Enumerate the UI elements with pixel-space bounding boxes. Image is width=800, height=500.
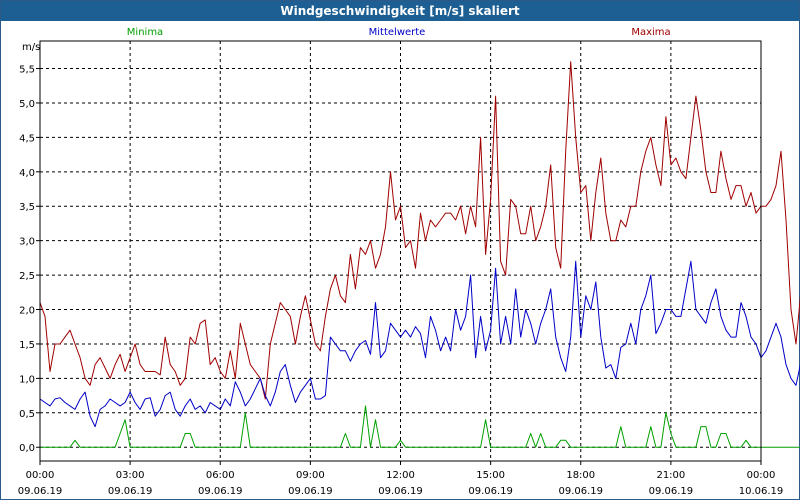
axes: 0,0 0,5 1,0 1,5 2,0 2,5 3,0 3,5 4,0 4,5 5,0 5,5 00:0… (18, 40, 784, 497)
x-tick-date-label: 09.06.19 (649, 486, 694, 497)
y-tick-label: 4,0 (19, 168, 35, 179)
y-tick-label: 1,0 (19, 374, 35, 385)
x-tick-time-label: 00:00 (26, 470, 55, 481)
x-tick-time-label: 06:00 (206, 470, 235, 481)
series-line-maxima (39, 61, 800, 400)
y-tick-label: 5,5 (19, 65, 35, 76)
y-tick-label: 4,5 (19, 133, 35, 144)
x-tick-time-label: 12:00 (386, 470, 415, 481)
x-tick-date-label: 09.06.19 (18, 486, 63, 497)
legend-mittelwerte: Mittelwerte (369, 27, 426, 38)
x-tick-date-label: 09.06.19 (288, 486, 333, 497)
x-tick-date-label: 09.06.19 (468, 486, 513, 497)
x-tick-date-label: 09.06.19 (198, 486, 243, 497)
window-title: Windgeschwindigkeit [m/s] skaliert (1, 1, 799, 21)
x-tick-time-label: 21:00 (656, 470, 685, 481)
x-tick-time-label: 09:00 (296, 470, 325, 481)
y-tick-label: 2,0 (19, 306, 35, 317)
x-tick-date-label: 09.06.19 (558, 486, 603, 497)
legend: Minima Mittelwerte Maxima (127, 27, 671, 38)
y-tick-label: 2,5 (19, 271, 35, 282)
x-tick-date-label: 09.06.19 (378, 486, 423, 497)
x-tick-time-label: 00:00 (747, 470, 776, 481)
x-tick-time-label: 15:00 (476, 470, 505, 481)
series-line-mittelwerte (39, 260, 800, 428)
x-tick-time-label: 03:00 (116, 470, 145, 481)
legend-minima: Minima (127, 27, 163, 38)
plot-area (39, 61, 800, 448)
y-tick-label: 1,5 (19, 340, 35, 351)
y-axis-unit-label: m/s (22, 42, 40, 53)
y-tick-label: 0,5 (19, 409, 35, 420)
y-tick-label: 3,0 (19, 237, 35, 248)
series-line-minima (40, 405, 800, 448)
y-tick-label: 3,5 (19, 202, 35, 213)
y-tick-label: 5,0 (19, 99, 35, 110)
legend-maxima: Maxima (631, 27, 670, 38)
plot-border (39, 40, 762, 462)
y-tick-label: 0,0 (19, 443, 35, 454)
x-tick-time-label: 18:00 (566, 470, 595, 481)
x-tick-date-label: 10.06.19 (739, 486, 784, 497)
x-tick-date-label: 09.06.19 (108, 486, 153, 497)
